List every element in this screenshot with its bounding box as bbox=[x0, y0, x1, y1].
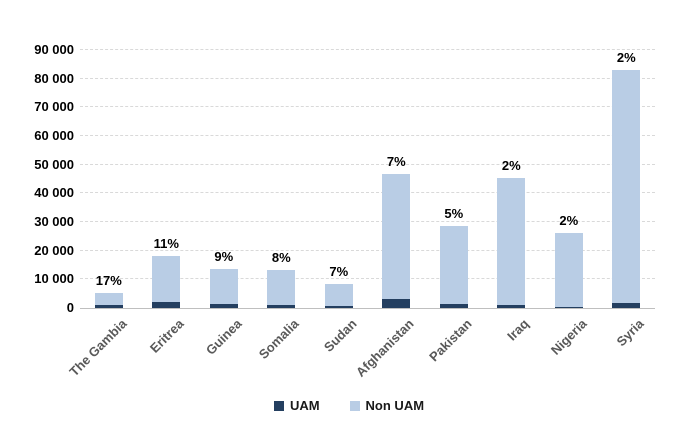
uam-segment bbox=[209, 304, 238, 308]
plot-area: 17% 11% 9% 8% 7% 7% 5% 2% 2% 2% bbox=[80, 49, 656, 309]
bar-pakistan bbox=[439, 226, 468, 308]
uam-segment bbox=[439, 303, 468, 308]
x-axis-label-pakistan: Pakistan bbox=[425, 316, 475, 365]
bar-column-nigeria: 2% bbox=[540, 50, 598, 308]
gridline bbox=[80, 221, 655, 222]
y-tick-label: 80 000 bbox=[34, 70, 74, 86]
uam-swatch-icon bbox=[273, 400, 284, 411]
bar-column-sudan: 7% bbox=[310, 50, 368, 308]
uam-segment bbox=[267, 305, 296, 308]
uam-segment bbox=[497, 305, 526, 308]
bar-column-iraq: 2% bbox=[483, 50, 541, 308]
y-tick-label: 30 000 bbox=[34, 214, 74, 229]
bar-nigeria bbox=[554, 232, 583, 308]
bar-column-pakistan: 5% bbox=[425, 50, 483, 308]
gridline bbox=[80, 163, 655, 165]
x-axis-label-syria: Syria bbox=[613, 316, 647, 350]
non-uam-swatch-icon bbox=[349, 400, 360, 411]
bar-column-the-gambia: 17% bbox=[80, 50, 138, 308]
bar-sudan bbox=[324, 284, 353, 308]
uam-segment bbox=[612, 303, 641, 308]
y-tick-label: 60 000 bbox=[34, 128, 74, 143]
legend-item-uam: UAM bbox=[273, 398, 320, 413]
x-axis-label-afghanistan: Afghanistan bbox=[353, 316, 417, 380]
x-axis-label-guinea: Guinea bbox=[202, 316, 245, 358]
uam-segment bbox=[152, 302, 181, 308]
gridline bbox=[80, 192, 655, 194]
bar-column-eritrea: 11% bbox=[138, 50, 196, 308]
y-tick-label: 20 000 bbox=[34, 242, 74, 258]
bar-column-afghanistan: 7% bbox=[368, 50, 426, 308]
gridline bbox=[80, 106, 655, 108]
y-tick-label: 10 000 bbox=[34, 271, 74, 287]
y-tick-label: 0 bbox=[66, 300, 74, 315]
bar-afghanistan bbox=[382, 173, 411, 308]
bar-somalia bbox=[267, 270, 296, 308]
x-axis-label-somalia: Somalia bbox=[255, 316, 302, 362]
bar-percent-label: 17% bbox=[95, 273, 122, 289]
legend-label-non-uam: Non UAM bbox=[365, 398, 425, 413]
x-axis-label-sudan: Sudan bbox=[320, 316, 360, 355]
gridline bbox=[80, 77, 655, 79]
bar-eritrea bbox=[152, 255, 181, 308]
gridline bbox=[80, 135, 655, 136]
bar-column-guinea: 9% bbox=[195, 50, 253, 308]
uam-segment bbox=[324, 306, 353, 308]
legend-item-non-uam: Non UAM bbox=[349, 398, 425, 413]
bar-percent-label: 2% bbox=[559, 212, 579, 228]
y-tick-label: 40 000 bbox=[34, 185, 74, 201]
y-tick-label: 50 000 bbox=[34, 156, 74, 172]
gridline bbox=[80, 249, 655, 251]
legend-label-uam: UAM bbox=[289, 398, 320, 413]
uam-segment bbox=[554, 306, 583, 308]
bar-guinea bbox=[209, 268, 238, 308]
bar-percent-label: 2% bbox=[501, 157, 521, 173]
legend: UAM Non UAM bbox=[0, 398, 698, 413]
bar-column-syria: 2% bbox=[598, 50, 656, 308]
bar-percent-label: 8% bbox=[271, 250, 291, 266]
x-axis-label-eritrea: Eritrea bbox=[147, 316, 187, 356]
bar-the-gambia bbox=[94, 293, 123, 308]
x-axis-label-the-gambia: The Gambia bbox=[66, 316, 130, 380]
uam-segment bbox=[94, 305, 123, 308]
gridline bbox=[80, 278, 655, 280]
bar-percent-label: 11% bbox=[153, 235, 179, 251]
bar-iraq bbox=[497, 177, 526, 308]
bar-percent-label: 9% bbox=[214, 248, 234, 264]
y-tick-label: 70 000 bbox=[34, 99, 74, 115]
bar-syria bbox=[612, 70, 641, 308]
uam-segment bbox=[382, 298, 411, 308]
bar-percent-label: 2% bbox=[616, 50, 636, 65]
x-axis-label-iraq: Iraq bbox=[504, 316, 532, 344]
bar-percent-label: 7% bbox=[329, 264, 349, 280]
gridline bbox=[80, 49, 655, 50]
bar-column-somalia: 8% bbox=[253, 50, 311, 308]
y-tick-label: 90 000 bbox=[34, 42, 74, 57]
bar-percent-label: 7% bbox=[386, 153, 406, 169]
bar-percent-label: 5% bbox=[444, 206, 464, 222]
x-axis-label-nigeria: Nigeria bbox=[547, 316, 590, 358]
